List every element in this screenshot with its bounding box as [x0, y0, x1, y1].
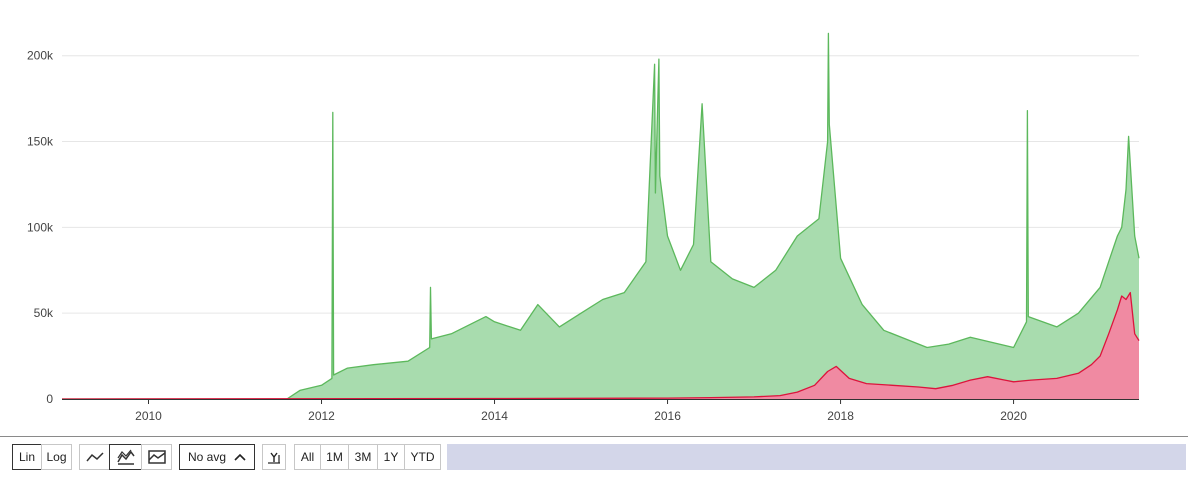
range-1m-label: 1M	[326, 450, 343, 464]
chevron-up-icon	[234, 453, 246, 461]
x-tick-label: 2010	[135, 409, 162, 423]
stacked-area-mode-button[interactable]	[109, 444, 142, 470]
x-tick-label: 2020	[1000, 409, 1027, 423]
scale-lin-button[interactable]: Lin	[12, 444, 42, 470]
x-tick-label: 2012	[308, 409, 335, 423]
line-chart-icon	[86, 450, 104, 464]
chart: 0 50k 100k 150k 200k 2010 2012 2014 2016 2018 202…	[0, 0, 1200, 436]
range-1m-button[interactable]: 1M	[320, 444, 349, 470]
stacked-area-icon	[117, 449, 135, 465]
x-tick-label: 2018	[827, 409, 854, 423]
y-tick-label: 100k	[27, 220, 54, 234]
avg-select-value: No avg	[188, 450, 226, 464]
area-chart-icon	[148, 449, 166, 465]
x-axis-ticks: 2010 2012 2014 2016 2018 2020	[135, 399, 1027, 423]
range-3m-label: 3M	[355, 450, 372, 464]
area-mode-button[interactable]	[141, 444, 172, 470]
y-tick-label: 50k	[34, 306, 54, 320]
range-all-label: All	[301, 450, 314, 464]
range-all-button[interactable]: All	[294, 444, 321, 470]
line-mode-button[interactable]	[79, 444, 110, 470]
range-ytd-button[interactable]: YTD	[404, 444, 441, 470]
series-0-area	[62, 33, 1139, 399]
y-axis-button[interactable]	[262, 444, 286, 470]
range-navigator[interactable]	[447, 444, 1186, 470]
avg-select[interactable]: No avg	[179, 444, 255, 470]
scale-lin-label: Lin	[19, 450, 35, 464]
x-tick-label: 2016	[654, 409, 681, 423]
x-tick-label: 2014	[481, 409, 508, 423]
toolbar-divider	[0, 436, 1188, 437]
chart-toolbar: Lin Log No avg All 1M 3M 1Y YTD	[0, 436, 1200, 481]
y-tick-label: 150k	[27, 135, 54, 149]
y-tick-label: 200k	[27, 49, 54, 63]
chart-series	[62, 33, 1139, 399]
scale-log-button[interactable]: Log	[41, 444, 72, 470]
range-ytd-label: YTD	[411, 450, 435, 464]
scale-log-label: Log	[46, 450, 66, 464]
chart-grid	[62, 56, 1139, 313]
range-1y-label: 1Y	[384, 450, 399, 464]
y-tick-label: 0	[46, 392, 53, 406]
y-axis-ticks: 0 50k 100k 150k 200k	[27, 49, 54, 406]
y-axis-icon	[267, 450, 281, 464]
range-3m-button[interactable]: 3M	[348, 444, 378, 470]
range-1y-button[interactable]: 1Y	[377, 444, 405, 470]
